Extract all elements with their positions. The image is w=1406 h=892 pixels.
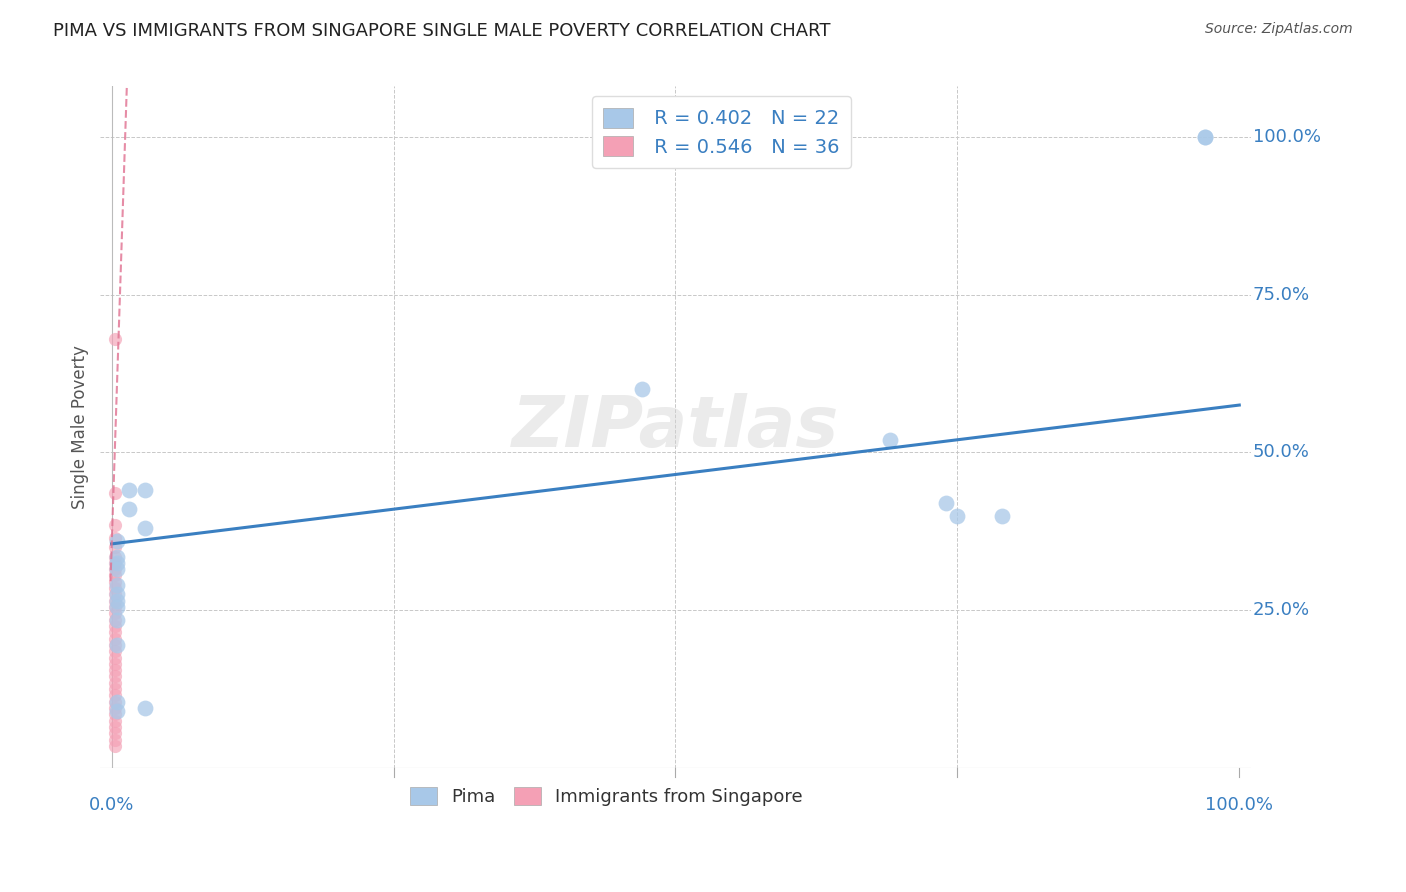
Point — [104, 562, 127, 576]
Point — [104, 581, 127, 595]
Text: 100.0%: 100.0% — [1205, 797, 1274, 814]
Point — [104, 707, 127, 722]
Point — [105, 613, 128, 627]
Y-axis label: Single Male Poverty: Single Male Poverty — [72, 345, 89, 509]
Point — [104, 689, 127, 703]
Text: 75.0%: 75.0% — [1253, 285, 1310, 303]
Point — [104, 556, 127, 570]
Point — [104, 739, 127, 753]
Point — [104, 732, 127, 747]
Point — [105, 549, 128, 564]
Point — [104, 531, 127, 545]
Point — [134, 701, 156, 715]
Point — [104, 540, 127, 554]
Point — [104, 657, 127, 671]
Point — [105, 593, 128, 607]
Point — [104, 663, 127, 677]
Point — [104, 644, 127, 658]
Point — [104, 568, 127, 582]
Point — [935, 496, 957, 510]
Point — [104, 695, 127, 709]
Point — [105, 695, 128, 709]
Point — [991, 508, 1014, 523]
Text: ZIPatlas: ZIPatlas — [512, 392, 839, 462]
Point — [105, 587, 128, 601]
Point — [104, 638, 127, 652]
Text: PIMA VS IMMIGRANTS FROM SINGAPORE SINGLE MALE POVERTY CORRELATION CHART: PIMA VS IMMIGRANTS FROM SINGAPORE SINGLE… — [53, 22, 831, 40]
Point — [1194, 129, 1216, 144]
Point — [104, 619, 127, 633]
Point — [134, 521, 156, 535]
Text: 100.0%: 100.0% — [1253, 128, 1320, 146]
Point — [946, 508, 969, 523]
Point — [879, 433, 901, 447]
Point — [117, 502, 139, 516]
Point — [105, 556, 128, 570]
Legend: Pima, Immigrants from Singapore: Pima, Immigrants from Singapore — [402, 780, 810, 814]
Point — [104, 574, 127, 589]
Point — [105, 638, 128, 652]
Point — [104, 607, 127, 621]
Text: 0.0%: 0.0% — [89, 797, 135, 814]
Point — [105, 533, 128, 548]
Point — [630, 382, 652, 396]
Point — [104, 587, 127, 601]
Point — [104, 726, 127, 740]
Point — [105, 562, 128, 576]
Point — [105, 578, 128, 592]
Text: 50.0%: 50.0% — [1253, 443, 1310, 461]
Point — [104, 714, 127, 728]
Point — [104, 720, 127, 734]
Text: 25.0%: 25.0% — [1253, 601, 1310, 619]
Point — [104, 675, 127, 690]
Point — [104, 332, 127, 346]
Point — [1194, 129, 1216, 144]
Point — [134, 483, 156, 498]
Point — [104, 613, 127, 627]
Point — [104, 632, 127, 646]
Point — [117, 483, 139, 498]
Point — [104, 593, 127, 607]
Point — [104, 518, 127, 533]
Point — [104, 669, 127, 683]
Point — [104, 701, 127, 715]
Point — [104, 681, 127, 696]
Text: Source: ZipAtlas.com: Source: ZipAtlas.com — [1205, 22, 1353, 37]
Point — [105, 704, 128, 718]
Point — [104, 486, 127, 500]
Point — [105, 600, 128, 615]
Point — [104, 549, 127, 564]
Point — [104, 650, 127, 665]
Point — [104, 625, 127, 640]
Point — [104, 600, 127, 615]
